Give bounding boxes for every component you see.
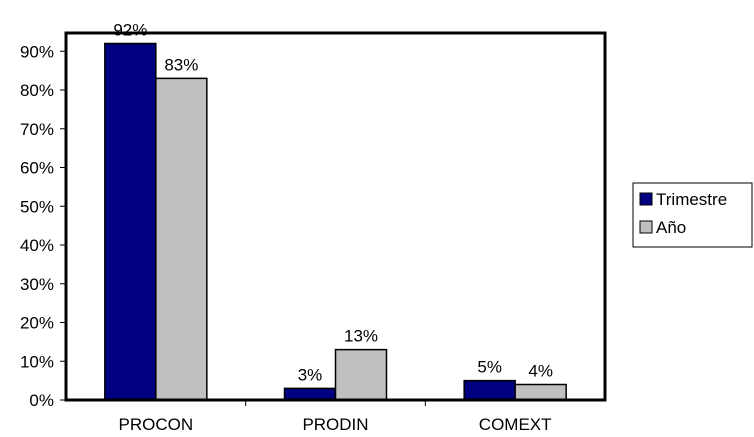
data-label: 5% (477, 358, 502, 377)
x-category-label: PROCON (119, 415, 194, 434)
bar-prodin-ano (334, 348, 388, 401)
data-label: 4% (528, 362, 553, 381)
y-axis: 0% 10% 20% 30% 40% 50% 60% 70% 80% 90% (20, 42, 66, 410)
legend: Trimestre Año (632, 182, 753, 248)
bar-procon-trimestre (104, 42, 157, 401)
y-tick-label: 70% (20, 120, 54, 139)
data-labels-group: 92% 83% 3% 13% 5% 4% (113, 21, 553, 385)
legend-label-trimestre: Trimestre (656, 190, 727, 209)
y-tick-label: 10% (20, 352, 54, 371)
legend-swatch-trimestre (639, 192, 653, 206)
data-label: 3% (298, 365, 323, 384)
data-label: 13% (344, 327, 378, 346)
plot-area-frame (64, 31, 607, 402)
data-label: 92% (113, 21, 147, 40)
legend-box (632, 182, 753, 248)
y-tick-label: 80% (20, 81, 54, 100)
y-tick-label: 60% (20, 159, 54, 178)
y-tick-label: 50% (20, 197, 54, 216)
legend-label-ano: Año (656, 218, 686, 237)
bar-comext-trimestre (463, 379, 516, 401)
bar-procon-ano (155, 77, 208, 401)
data-label: 83% (164, 55, 198, 74)
legend-swatch-ano (639, 220, 653, 234)
x-category-label: COMEXT (479, 415, 552, 434)
bars-group (104, 42, 567, 401)
bar-comext-ano (514, 383, 567, 401)
bar-prodin-trimestre (283, 387, 337, 401)
y-tick-label: 0% (29, 391, 54, 410)
y-tick-label: 40% (20, 236, 54, 255)
y-tick-label: 90% (20, 42, 54, 61)
x-category-label: PRODIN (302, 415, 368, 434)
x-axis: PROCON PRODIN COMEXT (119, 400, 552, 434)
y-tick-label: 30% (20, 275, 54, 294)
y-tick-label: 20% (20, 314, 54, 333)
